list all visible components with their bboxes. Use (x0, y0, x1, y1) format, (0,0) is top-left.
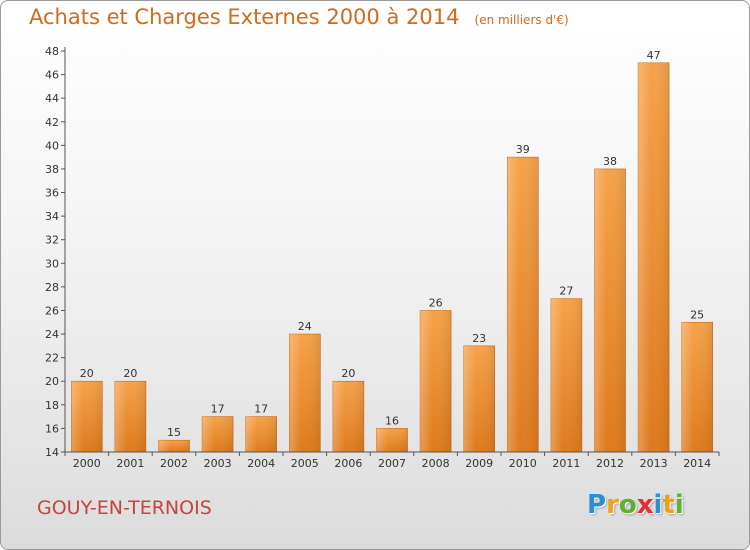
y-axis: 14 16 18 20 22 24 26 28 30 32 34 36 38 40 42 44 46 48 (45, 45, 66, 459)
bar-shade-2006 (332, 381, 364, 452)
logo-letter: P (587, 490, 607, 520)
logo-letter: x (636, 490, 654, 520)
logo-letter: t (662, 490, 675, 520)
y-tick-label: 14 (45, 446, 59, 459)
bar-value-label: 47 (647, 49, 661, 62)
y-tick-label: 40 (45, 139, 59, 152)
bar-value-label: 27 (559, 285, 573, 298)
bar-shade-2001 (114, 381, 146, 452)
commune-name: GOUY-EN-TERNOIS (37, 497, 212, 519)
bar-shade-2008 (420, 310, 452, 452)
bar-shade-2014 (681, 322, 713, 452)
x-tick-label: 2004 (247, 457, 275, 470)
y-tick-label: 22 (45, 352, 59, 365)
bar-value-label: 39 (516, 143, 530, 156)
bar-value-label: 38 (603, 155, 617, 168)
bar-value-label: 17 (254, 403, 268, 416)
y-tick-label: 26 (45, 304, 59, 317)
y-tick-label: 24 (45, 328, 59, 341)
bar-shade-2013 (638, 62, 670, 452)
y-tick-label: 46 (45, 69, 59, 82)
bar-value-label: 20 (341, 367, 355, 380)
y-tick-label: 34 (45, 210, 59, 223)
x-tick-label: 2012 (596, 457, 624, 470)
bar-value-label: 17 (211, 403, 225, 416)
bar-shade-2004 (245, 416, 277, 452)
logo-letter: r (606, 490, 619, 520)
bar-shade-2007 (376, 428, 408, 452)
chart-unit: (en milliers d'€) (474, 13, 569, 27)
bar-shade-2000 (71, 381, 103, 452)
y-tick-label: 44 (45, 92, 59, 105)
x-tick-label: 2001 (116, 457, 144, 470)
x-axis: 2000 2001 2002 2003 2004 2005 2006 2007 2008 2009… (64, 451, 720, 470)
y-tick-label: 18 (45, 399, 59, 412)
bar-value-label: 23 (472, 332, 486, 345)
bar-shade-2010 (507, 157, 539, 452)
bar-value-label: 15 (167, 426, 181, 439)
y-tick-label: 38 (45, 163, 59, 176)
y-tick-label: 20 (45, 375, 59, 388)
chart-title: Achats et Charges Externes 2000 à 2014 (29, 5, 460, 29)
bar-shade-2005 (289, 334, 321, 452)
bar-value-label: 25 (690, 308, 704, 321)
logo-letter: o (618, 490, 637, 520)
y-tick-label: 16 (45, 422, 59, 435)
x-tick-label: 2010 (509, 457, 537, 470)
title-line: Achats et Charges Externes 2000 à 2014 (… (29, 5, 569, 29)
x-tick-label: 2013 (640, 457, 668, 470)
logo-letter: i (674, 490, 684, 520)
logo-letter: i (653, 490, 663, 520)
x-tick-label: 2009 (465, 457, 493, 470)
bar-value-label: 20 (123, 367, 137, 380)
bar-shade-2002 (158, 440, 190, 452)
y-tick-label: 32 (45, 234, 59, 247)
bar-value-label: 26 (429, 296, 443, 309)
x-tick-label: 2003 (204, 457, 232, 470)
y-tick-label: 42 (45, 116, 59, 129)
bars: 20 20 15 17 17 24 20 16 26 23 39 27 38 47 25 (71, 49, 714, 453)
bar-value-label: 20 (80, 367, 94, 380)
proxiti-logo: Proxiti (587, 490, 684, 520)
x-tick-label: 2000 (73, 457, 101, 470)
bar-shade-2009 (463, 345, 495, 452)
bar-shade-2011 (550, 298, 582, 452)
y-tick-label: 36 (45, 187, 59, 200)
x-tick-label: 2002 (160, 457, 188, 470)
bar-shade-2003 (202, 416, 234, 452)
y-tick-label: 28 (45, 281, 59, 294)
x-tick-label: 2006 (334, 457, 362, 470)
bar-value-label: 24 (298, 320, 312, 333)
bar-shade-2012 (594, 168, 626, 453)
y-tick-label: 30 (45, 257, 59, 270)
x-tick-label: 2014 (683, 457, 711, 470)
x-tick-label: 2007 (378, 457, 406, 470)
bar-value-label: 16 (385, 414, 399, 427)
y-tick-label: 48 (45, 45, 59, 58)
x-tick-label: 2005 (291, 457, 319, 470)
x-tick-label: 2011 (552, 457, 580, 470)
x-tick-label: 2008 (422, 457, 450, 470)
